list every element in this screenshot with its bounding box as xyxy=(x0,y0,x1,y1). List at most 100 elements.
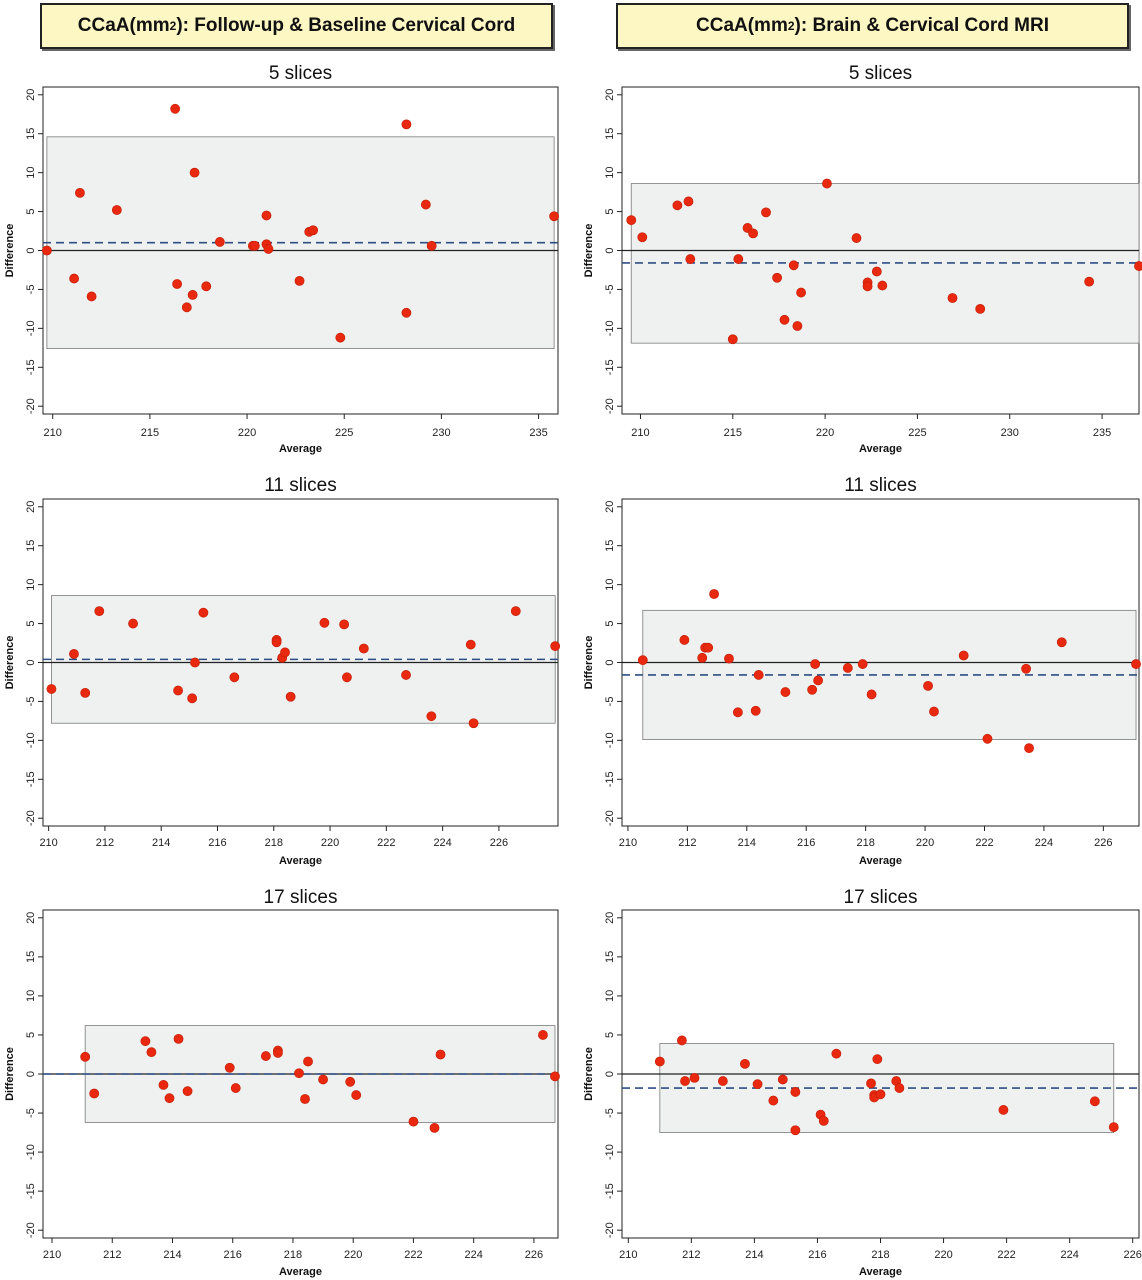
y-axis-label: Difference xyxy=(4,224,16,278)
data-point xyxy=(810,659,821,669)
x-axis-label: Average xyxy=(859,1266,902,1278)
data-point xyxy=(173,1033,184,1044)
x-tick-label: 224 xyxy=(464,1249,482,1261)
y-tick-label: 0 xyxy=(25,659,37,665)
y-tick-label: -15 xyxy=(25,771,37,787)
right-header-prefix: CCaA(mm xyxy=(696,15,788,36)
data-point xyxy=(549,211,560,222)
y-tick-label: 10 xyxy=(25,990,37,1002)
data-point xyxy=(170,103,181,114)
data-point xyxy=(146,1047,157,1058)
x-tick-label: 222 xyxy=(404,1249,422,1261)
data-point xyxy=(181,302,192,313)
data-point xyxy=(69,273,79,284)
data-point xyxy=(753,670,764,680)
left-column-header: CCaA(mm 2): Follow-up & Baseline Cervical… xyxy=(40,3,553,49)
data-point xyxy=(94,606,105,617)
data-point xyxy=(172,279,182,289)
plot-title: 11 slices xyxy=(264,475,337,496)
plot-title: 17 slices xyxy=(264,887,338,908)
data-point xyxy=(249,240,260,251)
y-tick-label: 0 xyxy=(25,247,37,253)
y-tick-label: 15 xyxy=(604,128,616,140)
y-tick-label: 10 xyxy=(604,579,616,591)
x-tick-label: 225 xyxy=(335,427,353,439)
x-tick-label: 230 xyxy=(432,427,450,439)
x-tick-label: 222 xyxy=(997,1249,1015,1261)
y-tick-label: 15 xyxy=(25,951,37,963)
data-point xyxy=(339,619,350,630)
data-point xyxy=(80,1051,91,1062)
data-point xyxy=(982,733,993,744)
y-tick-label: -15 xyxy=(604,359,616,375)
x-tick-label: 220 xyxy=(934,1249,952,1261)
plot-1: 20 15 10 5 0 -5 -10 -15 -20 210 215 220 225 230 235 5 s… xyxy=(4,63,560,455)
x-tick-label: 218 xyxy=(856,837,874,849)
data-point xyxy=(975,303,986,314)
data-point xyxy=(201,281,212,292)
data-point xyxy=(335,332,346,343)
data-point xyxy=(807,684,818,695)
data-point xyxy=(173,685,183,696)
x-tick-label: 224 xyxy=(1035,837,1053,849)
data-point xyxy=(768,1095,779,1106)
y-tick-label: -10 xyxy=(25,732,37,748)
data-point xyxy=(41,245,52,256)
y-tick-label: 0 xyxy=(604,1071,616,1077)
data-point xyxy=(626,215,637,226)
data-point xyxy=(780,687,791,697)
right-column-header: CCaA(mm 2): Brain & Cervical Cord MRI xyxy=(616,3,1129,49)
data-point xyxy=(1021,663,1031,674)
x-tick-label: 210 xyxy=(39,837,57,849)
y-tick-label: 10 xyxy=(604,990,616,1002)
x-tick-label: 216 xyxy=(224,1249,242,1261)
data-point xyxy=(46,684,57,694)
left-header-prefix: CCaA(mm xyxy=(77,15,170,36)
y-axis-label: Difference xyxy=(583,1047,595,1101)
x-tick-label: 224 xyxy=(1060,1249,1078,1261)
data-point xyxy=(1131,659,1141,669)
x-tick-label: 212 xyxy=(103,1249,121,1261)
y-tick-label: 5 xyxy=(25,621,37,627)
plot-title: 5 slices xyxy=(269,63,332,84)
left-header-superscript: 2 xyxy=(169,19,177,33)
data-point xyxy=(420,199,431,210)
plot-5: 20 15 10 5 0 -5 -10 -15 -20 210 212 214 216 218 220 222… xyxy=(4,887,560,1278)
data-point xyxy=(198,607,209,618)
x-tick-label: 215 xyxy=(724,427,742,439)
data-point xyxy=(426,711,437,722)
data-point xyxy=(342,672,352,683)
data-point xyxy=(1108,1122,1119,1133)
y-tick-label: -10 xyxy=(604,1144,616,1160)
data-point xyxy=(140,1036,151,1047)
data-point xyxy=(717,1076,728,1086)
data-point xyxy=(1134,261,1142,271)
y-tick-label: -5 xyxy=(25,285,37,295)
data-point xyxy=(709,589,720,599)
data-point xyxy=(158,1080,169,1090)
data-point xyxy=(866,1078,876,1089)
data-point xyxy=(777,1074,788,1085)
data-point xyxy=(792,321,803,331)
x-axis-label: Average xyxy=(859,443,902,455)
data-point xyxy=(958,650,969,661)
data-point xyxy=(319,617,330,628)
data-point xyxy=(285,691,296,702)
data-point xyxy=(672,200,683,211)
data-point xyxy=(550,1071,560,1082)
x-tick-label: 212 xyxy=(96,837,114,849)
data-point xyxy=(550,641,561,652)
data-point xyxy=(300,1094,310,1104)
data-point xyxy=(697,652,708,663)
data-point xyxy=(929,706,939,717)
x-tick-label: 210 xyxy=(631,427,649,439)
data-point xyxy=(435,1049,446,1060)
y-tick-label: 5 xyxy=(604,621,616,627)
data-point xyxy=(408,1116,419,1127)
data-point xyxy=(866,689,877,700)
y-tick-label: 10 xyxy=(604,167,616,179)
data-point xyxy=(111,205,122,215)
x-axis-label: Average xyxy=(279,855,322,867)
